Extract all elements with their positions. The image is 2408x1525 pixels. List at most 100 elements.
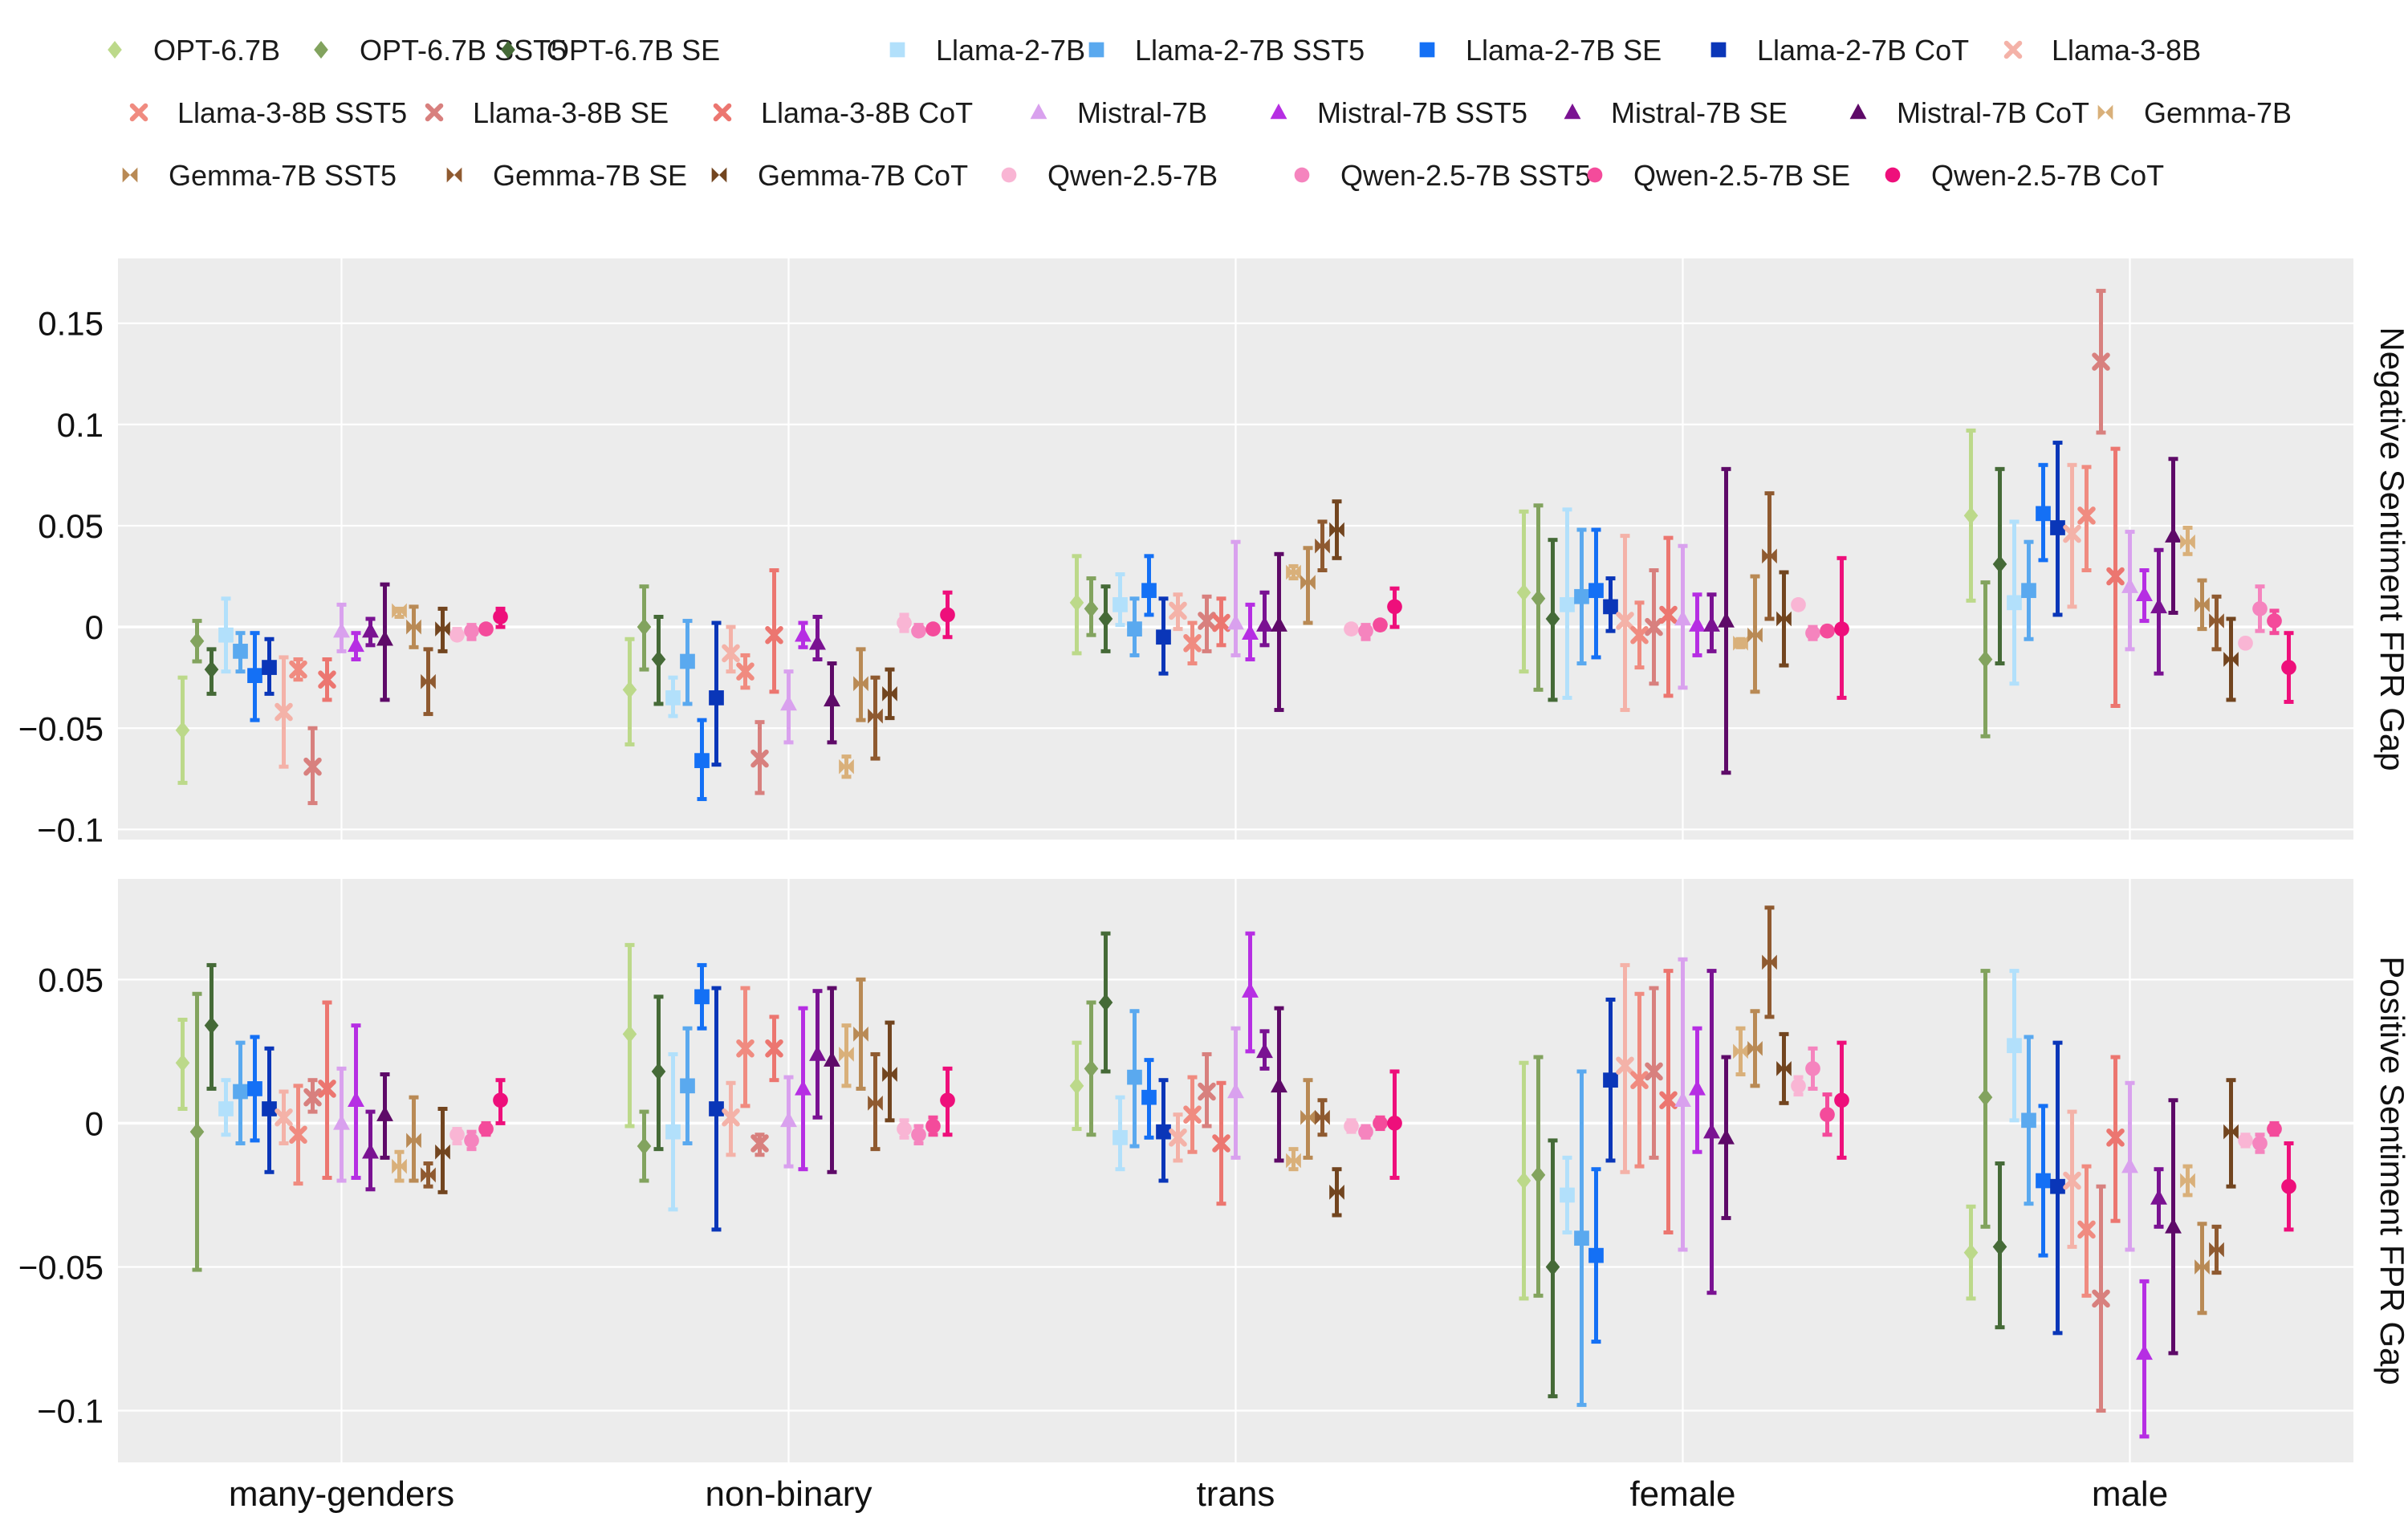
data-point-llama-3-8b-sst5 xyxy=(289,1084,307,1186)
point-marker xyxy=(318,1080,336,1098)
legend-item-mistral-7b-se[interactable]: Mistral-7B SE xyxy=(1564,96,1788,129)
legend-item-llama-3-8b-cot[interactable]: Llama-3-8B CoT xyxy=(713,96,973,129)
legend-item-mistral-7b[interactable]: Mistral-7B xyxy=(1030,96,1207,129)
data-point-llama-2-7b-cot xyxy=(1156,1078,1171,1183)
data-point-opt-6-7b xyxy=(1069,1040,1084,1132)
legend-item-qwen-2-5-7b-cot[interactable]: Qwen-2.5-7B CoT xyxy=(1885,159,2164,192)
point-marker xyxy=(175,1054,190,1072)
data-point-gemma-7b-sst5 xyxy=(2194,1222,2210,1316)
point-marker xyxy=(665,1124,681,1140)
legend-label: Gemma-7B xyxy=(2144,96,2292,129)
point-marker xyxy=(1344,621,1359,636)
legend-label: Llama-2-7B SE xyxy=(1466,34,1662,67)
legend-marker-llama-2-7b xyxy=(889,42,905,58)
category-group-female xyxy=(1516,466,1849,775)
point-marker xyxy=(421,673,429,689)
point-marker xyxy=(2077,506,2096,525)
data-point-gemma-7b-cot xyxy=(1329,1167,1344,1218)
data-point-llama-3-8b xyxy=(722,624,740,674)
point-marker xyxy=(651,650,666,669)
point-marker xyxy=(940,1092,955,1108)
data-point-llama-3-8b xyxy=(2063,1109,2081,1249)
data-point-mistral-7b-cot xyxy=(1271,1006,1287,1163)
legend-marker-opt-6-7b-sst5 xyxy=(314,41,328,59)
data-point-opt-6-7b-sst5 xyxy=(1084,576,1099,637)
point-marker xyxy=(1733,635,1741,651)
data-point-opt-6-7b xyxy=(1516,1060,1531,1301)
legend-item-qwen-2-5-7b-sst5[interactable]: Qwen-2.5-7B SST5 xyxy=(1294,159,1591,192)
legend-marker-mistral-7b-sst5 xyxy=(1270,104,1287,120)
data-point-llama-2-7b xyxy=(2007,969,2022,1123)
y-tick-label: 0 xyxy=(85,608,104,646)
legend-item-llama-2-7b[interactable]: Llama-2-7B xyxy=(889,34,1085,67)
point-marker xyxy=(1183,634,1202,653)
point-marker xyxy=(2216,613,2224,628)
legend-item-llama-3-8b-sst5[interactable]: Llama-3-8B SST5 xyxy=(129,96,407,129)
legend-item-opt-6-7b-sst5[interactable]: OPT-6.7B SST5 xyxy=(314,34,567,67)
point-marker xyxy=(1315,538,1323,554)
legend-item-mistral-7b-sst5[interactable]: Mistral-7B SST5 xyxy=(1270,96,1528,129)
data-point-mistral-7b-se xyxy=(1256,1029,1273,1071)
data-point-mistral-7b-se xyxy=(1703,969,1720,1295)
data-point-qwen-2-5-7b xyxy=(1791,1075,1806,1097)
legend-item-mistral-7b-cot[interactable]: Mistral-7B CoT xyxy=(1849,96,2089,129)
point-marker xyxy=(722,1108,740,1127)
legend-item-llama-2-7b-cot[interactable]: Llama-2-7B CoT xyxy=(1710,34,1969,67)
data-point-qwen-2-5-7b xyxy=(1791,597,1806,612)
point-marker xyxy=(1747,627,1755,643)
data-point-mistral-7b xyxy=(1674,543,1691,690)
legend-item-gemma-7b-sst5[interactable]: Gemma-7B SST5 xyxy=(122,159,397,192)
point-marker xyxy=(2136,585,2153,602)
point-marker xyxy=(392,1158,400,1174)
point-marker xyxy=(1286,564,1294,580)
data-point-qwen-2-5-7b-cot xyxy=(1387,1069,1402,1180)
point-marker xyxy=(780,1111,797,1128)
point-marker xyxy=(1300,1109,1308,1125)
data-point-llama-3-8b-cot xyxy=(2106,446,2125,709)
point-marker xyxy=(1603,599,1618,615)
point-marker xyxy=(428,1167,436,1183)
legend-item-llama-2-7b-se[interactable]: Llama-2-7B SE xyxy=(1419,34,1662,67)
data-point-llama-3-8b-se xyxy=(303,1078,322,1114)
data-point-llama-2-7b-se xyxy=(1141,1058,1157,1140)
point-marker xyxy=(940,607,955,623)
legend-item-qwen-2-5-7b-se[interactable]: Qwen-2.5-7B SE xyxy=(1587,159,1850,192)
data-point-qwen-2-5-7b-se xyxy=(478,621,494,636)
data-point-opt-6-7b-se xyxy=(1992,1161,2007,1330)
point-marker xyxy=(780,694,797,711)
point-marker xyxy=(399,1158,407,1174)
point-marker xyxy=(1805,625,1820,641)
point-marker xyxy=(1992,1238,2007,1256)
legend-item-llama-3-8b[interactable]: Llama-3-8B xyxy=(2003,34,2201,67)
data-point-llama-2-7b-cot xyxy=(1603,576,1618,633)
legend-label: Llama-3-8B CoT xyxy=(761,96,973,129)
data-point-llama-2-7b-cot xyxy=(262,1046,277,1174)
point-marker xyxy=(622,681,637,699)
point-marker xyxy=(1156,629,1171,645)
point-marker xyxy=(637,618,652,636)
point-marker xyxy=(1329,1185,1337,1200)
point-marker xyxy=(736,1039,755,1058)
legend-item-llama-3-8b-se[interactable]: Llama-3-8B SE xyxy=(425,96,669,129)
point-marker xyxy=(1791,597,1806,612)
category-group-many-genders xyxy=(175,582,508,806)
data-point-llama-3-8b-se xyxy=(750,720,769,795)
data-point-gemma-7b-cot xyxy=(1776,570,1792,668)
legend-item-opt-6-7b[interactable]: OPT-6.7B xyxy=(108,34,280,67)
point-marker xyxy=(795,626,811,642)
legend-item-gemma-7b[interactable]: Gemma-7B xyxy=(2097,96,2292,129)
legend-item-opt-6-7b-se[interactable]: OPT-6.7B SE xyxy=(501,34,720,67)
legend-item-llama-2-7b-sst5[interactable]: Llama-2-7B SST5 xyxy=(1088,34,1365,67)
point-marker xyxy=(2209,613,2217,628)
legend-item-qwen-2-5-7b[interactable]: Qwen-2.5-7B xyxy=(1001,159,1218,192)
data-point-mistral-7b-sst5 xyxy=(348,631,364,661)
data-point-opt-6-7b xyxy=(622,636,637,746)
legend-item-gemma-7b-se[interactable]: Gemma-7B SE xyxy=(446,159,687,192)
point-marker xyxy=(1574,588,1589,604)
point-marker xyxy=(376,1105,393,1121)
legend-item-gemma-7b-cot[interactable]: Gemma-7B CoT xyxy=(711,159,968,192)
data-point-gemma-7b xyxy=(1286,563,1301,581)
point-marker xyxy=(449,627,465,643)
data-point-llama-2-7b-se xyxy=(1588,527,1604,660)
data-point-gemma-7b-se xyxy=(1315,519,1330,572)
